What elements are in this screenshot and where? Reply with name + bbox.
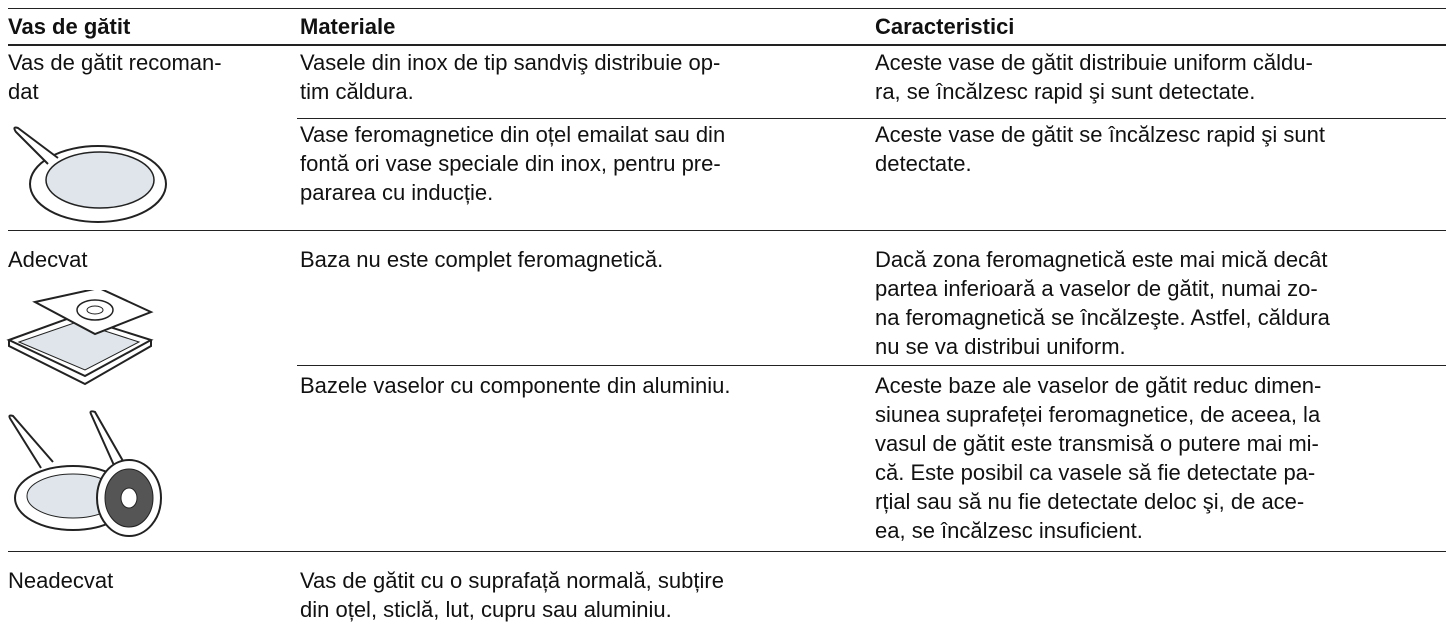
text-line: partea inferioară a vaselor de gătit, nu… [875,276,1318,301]
text-line: Aceste vase de gătit se încălzesc rapid … [875,122,1326,147]
group-rule [8,230,1446,231]
row-rule [297,118,1446,119]
text-line: Adecvat [8,247,88,272]
materials-cell: Vas de gătit cu o suprafață normală, sub… [300,566,724,624]
group-rule [8,551,1446,552]
materials-cell: Vase feromagnetice din oțel emailat sau … [300,120,725,207]
header-cell: Caracteristici [875,14,1015,39]
text-line: Dacă zona feromagnetică este mai mică de… [875,247,1328,272]
characteristics-cell: Aceste vase de gătit distribuie uniform … [875,48,1313,106]
materials-cell: Vasele din inox de tip sandviş distribui… [300,48,720,106]
text-line: Bazele vaselor cu componente din alumini… [300,373,731,398]
pans-illustration [8,410,162,537]
text-line: ea, se încălzesc insuficient. [875,518,1143,543]
text-line: Neadecvat [8,568,114,593]
text-line: Aceste baze ale vaselor de gătit reduc d… [875,373,1322,398]
materials-cell: Baza nu este complet feromagnetică. [300,245,663,274]
text-line: tim căldura. [300,79,414,104]
text-line: Vas de gătit recoman- [8,50,222,75]
header-cell: Materiale [300,14,396,39]
text-line: vasul de gătit este transmisă o putere m… [875,431,1319,456]
text-line: din oțel, sticlă, lut, cupru sau alumini… [300,597,672,622]
materials-cell: Bazele vaselor cu componente din alumini… [300,371,730,400]
row-rule [297,365,1446,366]
text-line: Aceste vase de gătit distribuie uniform … [875,50,1313,75]
pan-illustration [13,126,167,223]
header-cell: Vas de gătit [8,14,131,39]
griddle-illustration [6,290,154,386]
text-line: Vasele din inox de tip sandviş distribui… [300,50,721,75]
category-cell: Neadecvat [8,566,113,595]
characteristics-cell: Dacă zona feromagnetică este mai mică de… [875,245,1330,361]
text-line: siunea suprafeței feromagnetice, de acee… [875,402,1321,427]
text-line: Vas de gătit cu o suprafață normală, sub… [300,568,724,593]
text-line: că. Este posibil ca vasele să fie detect… [875,460,1316,485]
text-line: na feromagnetică se încălzeşte. Astfel, … [875,305,1330,330]
characteristics-cell: Aceste baze ale vaselor de gătit reduc d… [875,371,1321,545]
text-line: detectate. [875,151,972,176]
category-cell: Adecvat [8,245,88,274]
characteristics-cell: Aceste vase de gătit se încălzesc rapid … [875,120,1325,178]
text-line: Baza nu este complet feromagnetică. [300,247,664,272]
text-line: dat [8,79,39,104]
category-cell: Vas de gătit recoman-dat [8,48,222,106]
text-line: nu se va distribui uniform. [875,334,1126,359]
table-top-rule [8,8,1446,9]
header-rule [8,44,1446,46]
text-line: Vase feromagnetice din oțel emailat sau … [300,122,726,147]
text-line: pararea cu inducție. [300,180,494,205]
text-line: rțial sau să nu fie detectate deloc şi, … [875,489,1305,514]
text-line: ra, se încălzesc rapid şi sunt detectate… [875,79,1256,104]
text-line: fontă ori vase speciale din inox, pentru… [300,151,721,176]
